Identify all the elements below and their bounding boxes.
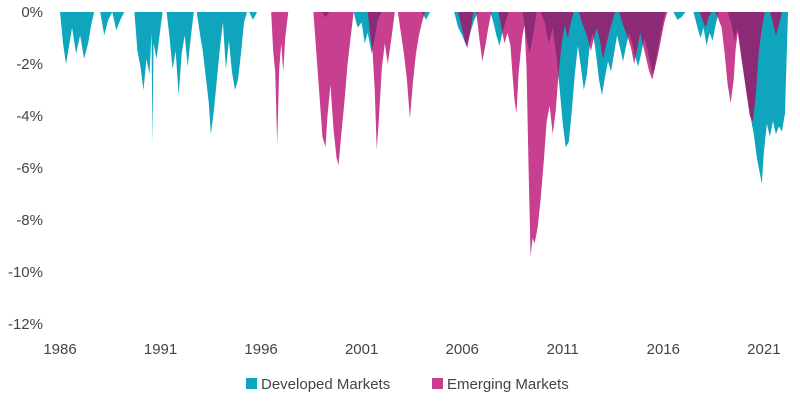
x-tick-label: 1996 xyxy=(244,341,277,358)
legend-swatch-developed-markets xyxy=(246,378,257,389)
y-tick-label: -4% xyxy=(16,108,43,125)
y-tick-label: -2% xyxy=(16,56,43,73)
y-tick-label: 0% xyxy=(21,4,43,21)
series-area-emerging-markets xyxy=(271,12,782,257)
legend-label-developed-markets: Developed Markets xyxy=(261,376,390,393)
y-axis-ticks: 0% -2% -4% -6% -8% -10% -12% xyxy=(8,4,43,333)
x-tick-label: 2006 xyxy=(446,341,479,358)
legend: Developed Markets Emerging Markets xyxy=(246,376,569,393)
y-tick-label: -12% xyxy=(8,316,43,333)
x-tick-label: 2011 xyxy=(547,341,579,358)
x-tick-label: 2016 xyxy=(647,341,680,358)
x-tick-label: 2001 xyxy=(345,341,378,358)
legend-swatch-emerging-markets xyxy=(432,378,443,389)
y-tick-label: -8% xyxy=(16,212,43,229)
y-tick-label: -6% xyxy=(16,160,43,177)
x-axis-ticks: 1986 1991 1996 2001 2006 2011 2016 2021 xyxy=(43,341,780,358)
legend-label-emerging-markets: Emerging Markets xyxy=(447,376,569,393)
x-tick-label: 1991 xyxy=(144,341,177,358)
x-tick-label: 1986 xyxy=(43,341,76,358)
series-area-developed-markets xyxy=(60,12,788,184)
y-tick-label: -10% xyxy=(8,264,43,281)
x-tick-label: 2021 xyxy=(747,341,780,358)
plot-areas xyxy=(60,12,788,257)
